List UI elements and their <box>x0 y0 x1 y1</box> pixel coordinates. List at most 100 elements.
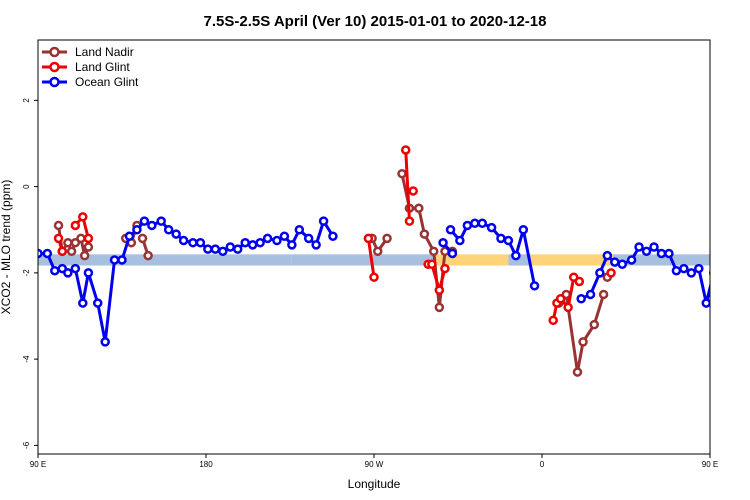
legend-item: Land Nadir <box>42 45 134 59</box>
data-point <box>76 233 86 244</box>
y-tick-label: -6 <box>22 441 31 449</box>
data-point <box>83 268 94 278</box>
data-point <box>63 268 73 278</box>
data-point <box>585 289 596 300</box>
data-point <box>445 225 456 235</box>
data-point <box>649 242 659 252</box>
data-point <box>486 222 497 233</box>
series-line <box>366 238 376 278</box>
legend-marker <box>49 46 60 58</box>
data-point <box>57 246 68 257</box>
data-point <box>53 233 64 244</box>
data-point <box>195 237 206 248</box>
y-tick-label: 2 <box>22 98 31 103</box>
data-point <box>736 222 743 229</box>
data-point <box>225 242 236 252</box>
data-point <box>563 302 573 313</box>
data-point <box>382 233 392 244</box>
chart-title: 7.5S-2.5S April (Ver 10) 2015-01-01 to 2… <box>204 13 547 30</box>
data-point <box>735 256 742 263</box>
data-point <box>610 257 620 267</box>
data-point <box>578 337 588 347</box>
data-point <box>156 216 166 226</box>
data-point <box>262 233 273 244</box>
data-point <box>434 302 445 313</box>
data-point <box>595 268 605 278</box>
data-point <box>92 298 103 308</box>
data-point <box>178 235 189 246</box>
data-point <box>53 220 64 231</box>
data-point <box>589 319 600 330</box>
data-point <box>634 242 644 252</box>
data-point <box>287 240 297 250</box>
data-point <box>656 248 667 259</box>
data-point <box>694 263 704 274</box>
reference-band-segment <box>38 254 292 266</box>
data-point <box>576 294 586 304</box>
legend-label: Land Nadir <box>75 45 134 59</box>
data-point <box>434 285 445 295</box>
reference-band-segment <box>612 254 710 266</box>
series-land-nadir <box>53 168 613 377</box>
data-point <box>572 367 583 377</box>
data-point <box>38 248 43 259</box>
series-land-glint <box>53 145 750 326</box>
data-point <box>679 263 689 274</box>
x-tick-label: 180 <box>199 460 213 469</box>
data-point <box>708 269 710 276</box>
data-point <box>701 298 710 308</box>
plot-area <box>38 145 750 377</box>
data-point <box>247 240 258 250</box>
reference-band-segment <box>291 254 436 266</box>
data-point <box>744 213 750 220</box>
data-point <box>470 218 480 229</box>
data-point <box>83 242 94 252</box>
data-point <box>143 250 153 261</box>
data-point <box>318 216 329 226</box>
data-point <box>232 244 243 254</box>
reference-band-segment <box>435 254 509 266</box>
legend-marker <box>49 76 60 88</box>
data-point <box>79 250 90 261</box>
data-point <box>369 272 379 282</box>
data-point <box>50 265 60 276</box>
data-point <box>462 220 473 231</box>
data-point <box>83 233 94 244</box>
data-point <box>132 225 142 235</box>
data-point <box>363 233 374 244</box>
data-point <box>70 220 81 231</box>
data-point <box>404 216 415 226</box>
data-point <box>66 246 77 257</box>
reference-band-segment <box>508 254 531 266</box>
y-tick-label: -4 <box>22 355 31 363</box>
data-point <box>477 218 488 229</box>
data-point <box>671 265 682 276</box>
data-point <box>109 255 120 265</box>
data-point <box>427 259 437 269</box>
data-point <box>511 250 521 261</box>
y-tick-label: 0 <box>22 184 31 189</box>
data-point <box>725 338 732 345</box>
y-axis: 2 0 -2 -4 -6 <box>22 98 38 449</box>
series-line <box>719 225 725 242</box>
data-point <box>518 225 529 235</box>
data-point <box>372 246 383 257</box>
legend-label: Land Glint <box>75 60 130 74</box>
reference-band-segment <box>530 254 613 266</box>
data-point <box>602 250 613 261</box>
data-point <box>721 239 728 246</box>
x-axis: 90 E 180 90 W 0 90 E <box>30 454 718 469</box>
data-point <box>438 237 448 248</box>
data-point <box>400 145 411 155</box>
y-tick-label: -2 <box>22 269 31 277</box>
x-axis-label: Longitude <box>348 477 401 491</box>
data-point <box>272 235 282 246</box>
legend-marker <box>49 61 60 73</box>
data-point <box>117 255 127 265</box>
data-point <box>529 281 540 291</box>
data-point <box>718 300 725 307</box>
data-point <box>428 246 439 257</box>
series-line <box>404 149 411 222</box>
data-point <box>78 298 88 308</box>
